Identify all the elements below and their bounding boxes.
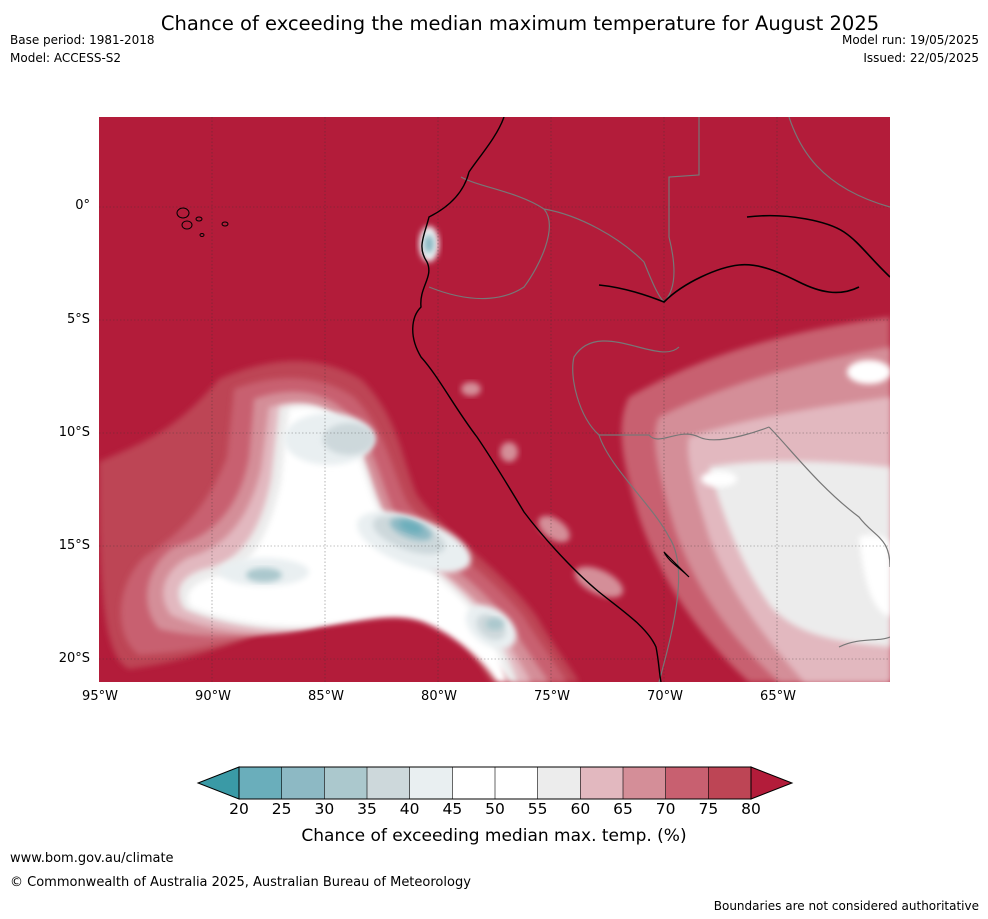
colorbar-cell <box>537 766 582 800</box>
lat-label-20s: 20°S <box>58 651 90 666</box>
contour-peru-spot-c <box>538 515 570 543</box>
colorbar-cell <box>708 766 752 800</box>
amazon-river <box>598 214 890 303</box>
colorbar-tick-label: 80 <box>741 800 761 818</box>
colorbar-tick-label: 55 <box>527 800 548 818</box>
graticule <box>99 117 890 682</box>
colorbar-cell <box>324 766 368 800</box>
colorbar-cell <box>409 766 454 800</box>
contour-inland-50 <box>859 535 890 617</box>
model-run: Model run: 19/05/2025 <box>841 33 979 47</box>
colorbar-tick-label: 25 <box>271 800 292 818</box>
colorbar-frame <box>238 766 752 800</box>
base-period: Base period: 1981-2018 <box>10 33 155 47</box>
model-name: Model: ACCESS-S2 <box>10 51 122 65</box>
colorbar-cell <box>281 766 326 800</box>
lon-label-85w: 85°W <box>308 689 344 704</box>
contour-peru-spot-b <box>500 442 518 462</box>
colorbar-tick-label: 75 <box>698 800 719 818</box>
lon-label-90w: 90°W <box>195 689 231 704</box>
colorbar-cell <box>494 766 539 800</box>
contour-ocean-50 <box>188 407 507 682</box>
coastline <box>412 117 662 682</box>
lon-label-65w: 65°W <box>760 689 796 704</box>
lon-label-95w: 95°W <box>82 689 118 704</box>
contour-core-40-a <box>323 423 375 455</box>
footer-copyright: © Commonwealth of Australia 2025, Austra… <box>10 875 471 890</box>
contour-peru-spot-d <box>574 566 624 598</box>
colorbar <box>196 766 794 800</box>
colorbar-tick-label: 20 <box>229 800 249 818</box>
galapagos-islands <box>176 207 229 237</box>
lat-label-0: 0° <box>75 198 90 213</box>
colorbar-cell <box>238 766 283 800</box>
contour-peru-spot-a <box>461 382 481 396</box>
colorbar-tick-label: 40 <box>399 800 420 818</box>
footer-note: Boundaries are not considered authoritat… <box>713 899 979 913</box>
lat-label-15s: 15°S <box>58 538 90 553</box>
meta-left: Base period: 1981-2018 Model: ACCESS-S2 <box>10 31 155 67</box>
colorbar-tick-label: 35 <box>357 800 377 818</box>
lat-label-10s: 10°S <box>58 425 90 440</box>
lon-label-75w: 75°W <box>534 689 570 704</box>
colorbar-tick-label: 45 <box>442 800 463 818</box>
country-boundaries <box>428 117 890 682</box>
colorbar-tick-label: 30 <box>314 800 335 818</box>
page-title: Chance of exceeding the median maximum t… <box>160 12 880 35</box>
footer-url[interactable]: www.bom.gov.au/climate <box>10 851 174 866</box>
lat-label-5s: 5°S <box>66 312 90 327</box>
contour-core-35-c <box>486 618 504 630</box>
contour-inland-white <box>847 360 890 384</box>
issued-date: Issued: 22/05/2025 <box>863 51 979 65</box>
colorbar-cell <box>665 766 710 800</box>
colorbar-cell <box>366 766 411 800</box>
contour-inland-spot <box>701 471 737 487</box>
forecast-map <box>99 117 890 682</box>
contour-core-40-d <box>246 568 282 582</box>
colorbar-cell <box>452 766 496 800</box>
contour-core-25-b <box>399 520 423 534</box>
colorbar-tick-label: 65 <box>613 800 633 818</box>
meta-right: Model run: 19/05/2025 Issued: 22/05/2025 <box>842 31 979 67</box>
lon-label-70w: 70°W <box>647 689 683 704</box>
lake-titicaca <box>663 551 690 578</box>
contour-inland-55 <box>709 461 890 647</box>
colorbar-tick-label: 70 <box>655 800 676 818</box>
colorbar-cell <box>622 766 667 800</box>
map-svg <box>99 117 890 682</box>
colorbar-extend-low <box>196 766 240 800</box>
colorbar-tick-label: 50 <box>485 800 505 818</box>
contour-coast-patch-core <box>424 235 434 253</box>
lon-label-80w: 80°W <box>421 689 457 704</box>
colorbar-tick-label: 60 <box>570 800 591 818</box>
colorbar-cells <box>196 766 794 800</box>
colorbar-label: Chance of exceeding median max. temp. (%… <box>301 826 687 846</box>
colorbar-cell <box>580 766 624 800</box>
colorbar-extend-high <box>750 766 794 800</box>
